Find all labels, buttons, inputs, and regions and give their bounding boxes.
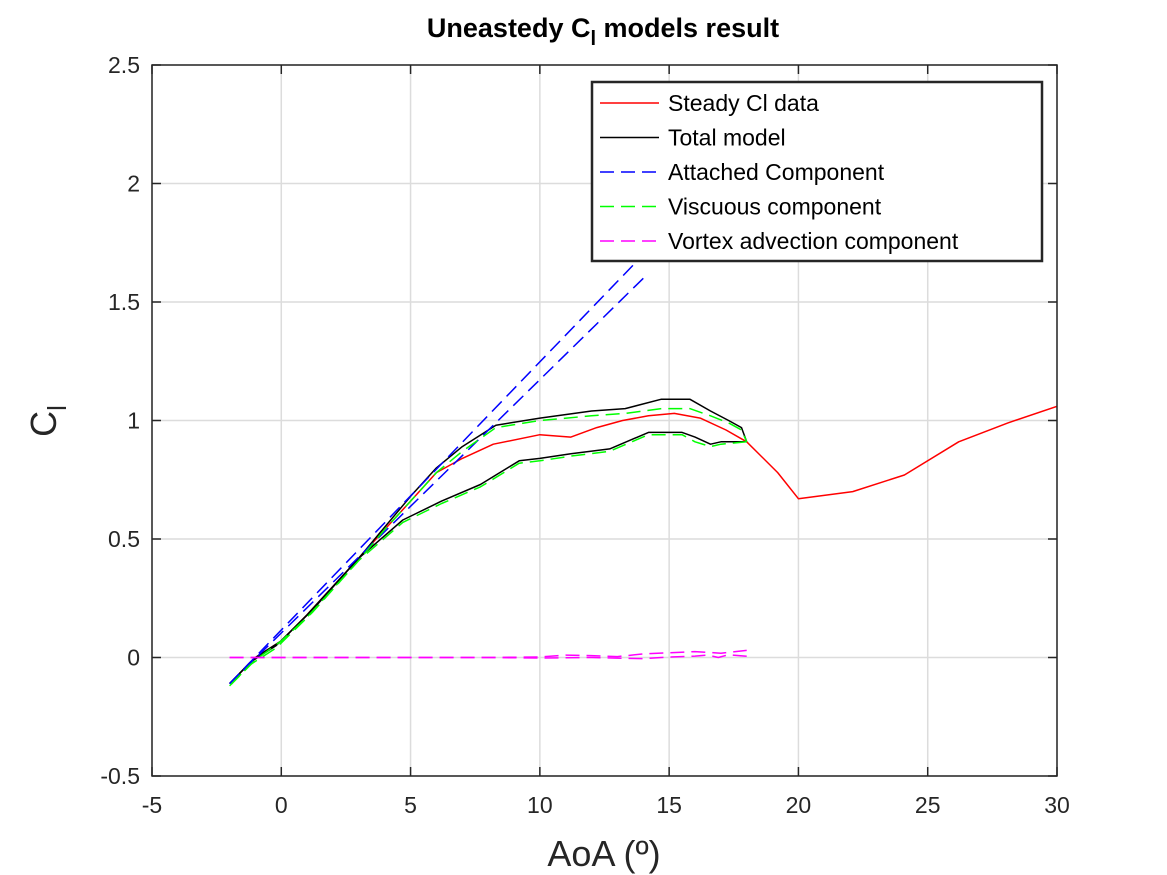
series-total-model [229, 398, 748, 685]
y-tick-label: 0.5 [108, 526, 140, 552]
legend-label-attached-component: Attached Component [668, 159, 885, 185]
x-tick-label: 5 [404, 792, 417, 818]
x-tick-label: 0 [275, 792, 288, 818]
y-tick-label: 1 [127, 408, 140, 434]
tick-labels: -5 0 5 10 15 20 25 30 -0.5 0 0.5 1 1.5 2 2.5 [100, 52, 1069, 818]
legend-entry-viscuous-component: Viscuous component [600, 194, 882, 220]
x-tick-label: -5 [142, 792, 162, 818]
series-line-viscuous-component-2 [229, 433, 747, 687]
series-line-vortex-advection-component-2 [229, 653, 747, 660]
x-tick-label: 10 [527, 792, 553, 818]
legend-entry-attached-component: Attached Component [600, 159, 885, 185]
legend-entry-steady-cl-data: Steady Cl data [600, 90, 819, 116]
series-line-attached-component-2 [229, 277, 644, 685]
x-tick-label: 20 [786, 792, 812, 818]
legend-label-total-model: Total model [668, 125, 786, 151]
series-line-total-model-2 [229, 431, 747, 685]
chart-title-subscript: l [590, 28, 596, 50]
x-tick-label: 15 [656, 792, 682, 818]
legend-label-steady-cl-data: Steady Cl data [668, 90, 819, 116]
y-tick-label: 2 [127, 171, 140, 197]
y-tick-label: 1.5 [108, 289, 140, 315]
legend: Steady Cl data Total model Attached Compon… [590, 80, 1044, 263]
legend-entry-vortex-advection-component: Vortex advection component [600, 228, 959, 254]
chart-title-suffix: models result [596, 13, 779, 43]
series-attached-component [229, 254, 644, 685]
y-axis-label-main: C [23, 411, 64, 437]
legend-label-viscuous-component: Viscuous component [668, 194, 882, 220]
y-axis-label: Cl [23, 405, 72, 437]
series-line-attached-component-1 [229, 254, 644, 685]
legend-label-vortex-advection-component: Vortex advection component [668, 228, 959, 254]
ticks [151, 64, 1058, 777]
chart-title-main: Uneastedy C [427, 13, 591, 43]
series-layer [229, 254, 1057, 687]
legend-entry-total-model: Total model [600, 125, 786, 151]
y-axis-label-subscript: l [42, 405, 72, 411]
chart-title: Uneastedy Cl models result [427, 13, 779, 50]
x-tick-label: 30 [1044, 792, 1070, 818]
legend-box [590, 80, 1044, 263]
series-vortex-advection-component [229, 649, 747, 660]
y-tick-label: -0.5 [100, 763, 140, 789]
x-axis-label: AoA (º) [547, 833, 660, 874]
x-tick-label: 25 [915, 792, 941, 818]
svg-text:Cl: Cl [23, 405, 72, 437]
y-tick-label: 0 [127, 645, 140, 671]
y-tick-label: 2.5 [108, 52, 140, 78]
series-viscuous-component [229, 407, 748, 687]
